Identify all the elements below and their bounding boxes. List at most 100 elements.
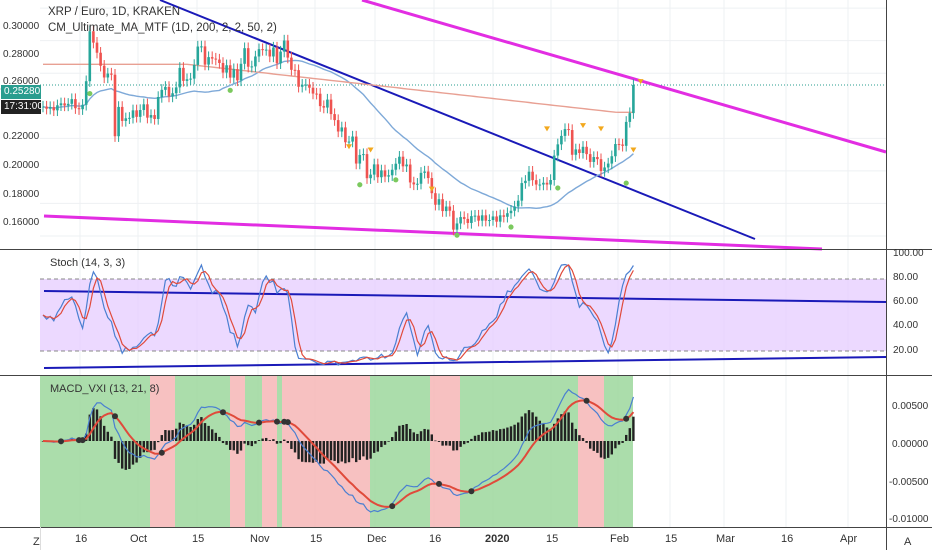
macd-bar-148 bbox=[574, 428, 577, 441]
candle-body-72 bbox=[300, 84, 304, 87]
sell-marker-5 bbox=[598, 126, 604, 132]
candle-body-90 bbox=[365, 154, 369, 179]
candle-body-164 bbox=[632, 84, 635, 114]
macd-bar-83 bbox=[340, 441, 343, 462]
candle-body-55 bbox=[239, 63, 243, 81]
macd-bar-36 bbox=[171, 430, 174, 441]
macd-bar-14 bbox=[92, 408, 95, 441]
candle-body-146 bbox=[567, 129, 570, 131]
macd-bar-28 bbox=[142, 441, 145, 453]
macd-bar-125 bbox=[491, 430, 495, 441]
stoch-tick-1: 80.00 bbox=[893, 272, 919, 283]
candle-body-57 bbox=[246, 48, 250, 67]
macd-cross-5 bbox=[58, 438, 64, 445]
candle-body-101 bbox=[405, 164, 408, 167]
macd-bar-106 bbox=[423, 428, 426, 441]
macd-bar-139 bbox=[542, 423, 545, 441]
candle-body-100 bbox=[401, 156, 405, 167]
time-tick-13: Apr bbox=[840, 533, 858, 545]
macd-bar-79 bbox=[326, 441, 329, 460]
candle-body-0 bbox=[41, 106, 45, 108]
macd-bar-143 bbox=[556, 418, 559, 441]
candle-body-145 bbox=[563, 129, 567, 136]
macd-bar-67 bbox=[283, 439, 286, 441]
macd-bar-17 bbox=[103, 425, 106, 441]
candle-body-34 bbox=[164, 86, 167, 90]
candle-body-97 bbox=[390, 169, 394, 176]
macd-bar-69 bbox=[290, 441, 293, 449]
sell-marker-7 bbox=[637, 79, 644, 85]
candle-body-147 bbox=[570, 130, 574, 155]
candle-body-4 bbox=[56, 105, 59, 111]
ma-200-line bbox=[43, 63, 634, 113]
macd-bar-104 bbox=[416, 433, 419, 441]
macd-bar-153 bbox=[592, 441, 595, 451]
candle-body-163 bbox=[628, 113, 632, 122]
macd-bar-102 bbox=[409, 428, 412, 441]
macd-bar-128 bbox=[502, 428, 505, 441]
macd-tick-0: 0.00500 bbox=[892, 401, 929, 412]
time-tick-7: 2020 bbox=[485, 533, 510, 545]
candle-body-152 bbox=[588, 154, 592, 162]
macd-bar-48 bbox=[214, 432, 217, 441]
candle-body-51 bbox=[225, 65, 228, 73]
candle-body-99 bbox=[398, 156, 401, 164]
candle-body-131 bbox=[513, 206, 516, 211]
scale-auto-button[interactable]: A bbox=[904, 536, 912, 548]
candle-body-67 bbox=[282, 40, 286, 52]
candle-body-78 bbox=[322, 106, 326, 108]
candle-body-68 bbox=[286, 40, 290, 58]
macd-bar-62 bbox=[265, 437, 268, 441]
macd-bar-15 bbox=[95, 409, 99, 441]
time-tick-2: 15 bbox=[192, 533, 205, 545]
macd-bar-129 bbox=[506, 427, 509, 441]
macd-bar-108 bbox=[430, 434, 433, 441]
candle-body-83 bbox=[340, 127, 344, 132]
macd-bar-164 bbox=[632, 416, 635, 441]
sell-marker-2 bbox=[428, 186, 435, 192]
candle-body-104 bbox=[416, 183, 419, 185]
candle-body-91 bbox=[369, 174, 372, 179]
time-tick-4: 15 bbox=[310, 533, 323, 545]
scale-left-button[interactable]: Z bbox=[33, 536, 40, 548]
macd-bar-114 bbox=[452, 441, 455, 451]
candle-body-125 bbox=[491, 216, 495, 221]
macd-bar-85 bbox=[347, 441, 351, 463]
macd-bar-92 bbox=[373, 441, 376, 453]
candle-body-8 bbox=[70, 99, 74, 104]
macd-bar-31 bbox=[153, 441, 156, 450]
candle-body-49 bbox=[218, 59, 221, 63]
macd-bar-70 bbox=[293, 441, 297, 453]
candle-body-58 bbox=[250, 66, 254, 68]
candle-body-35 bbox=[167, 86, 171, 97]
macd-bar-138 bbox=[538, 420, 541, 441]
candle-body-162 bbox=[624, 121, 628, 146]
candle-body-69 bbox=[290, 57, 293, 70]
macd-bar-35 bbox=[167, 430, 171, 441]
macd-bar-147 bbox=[571, 422, 574, 441]
macd-bar-66 bbox=[279, 441, 282, 444]
macd-bar-23 bbox=[124, 441, 127, 470]
macd-bar-130 bbox=[509, 426, 513, 441]
macd-bar-94 bbox=[380, 441, 383, 448]
last-price-badge: 0.25280 bbox=[1, 85, 41, 99]
candle-body-10 bbox=[77, 108, 81, 110]
macd-bar-42 bbox=[193, 424, 196, 441]
candle-body-31 bbox=[153, 115, 156, 119]
candle-body-107 bbox=[426, 171, 430, 179]
candle-body-106 bbox=[423, 171, 426, 173]
macd-bar-97 bbox=[391, 437, 394, 441]
candle-body-48 bbox=[214, 58, 218, 60]
price-tick-3: 0.22000 bbox=[3, 131, 40, 142]
macd-bar-113 bbox=[448, 441, 451, 446]
candle-body-66 bbox=[279, 51, 282, 64]
candle-body-105 bbox=[419, 172, 423, 184]
macd-bar-151 bbox=[585, 441, 588, 443]
candle-body-92 bbox=[372, 164, 376, 175]
macd-bar-109 bbox=[434, 440, 437, 442]
macd-bar-22 bbox=[121, 441, 124, 469]
candle-body-26 bbox=[135, 110, 138, 117]
candle-body-77 bbox=[318, 93, 322, 107]
price-tick-1: 0.28000 bbox=[3, 49, 40, 60]
